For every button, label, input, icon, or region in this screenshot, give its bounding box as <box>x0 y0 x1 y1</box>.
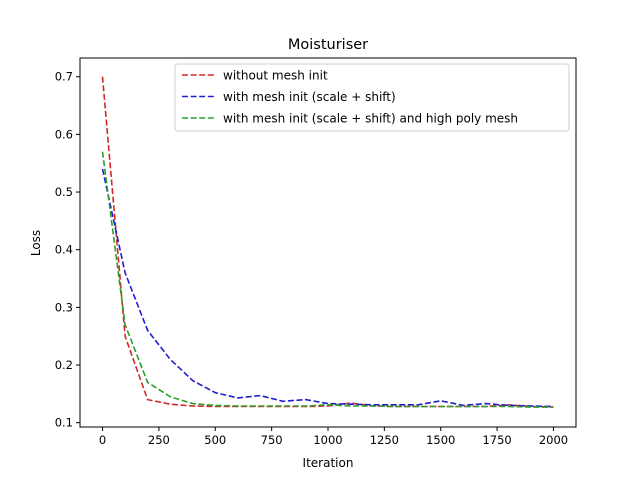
series-line-2 <box>101 168 554 408</box>
y-tick-label: 0.2 <box>55 358 73 372</box>
x-tick-label: 2000 <box>539 433 568 447</box>
series-line-3 <box>101 151 554 408</box>
x-tick-label: 250 <box>148 433 170 447</box>
x-tick-label: 0 <box>99 433 106 447</box>
x-tick-label: 750 <box>261 433 283 447</box>
y-tick-label: 0.6 <box>55 127 73 141</box>
y-tick-label: 0.5 <box>55 185 73 199</box>
x-tick-label: 1750 <box>482 433 511 447</box>
legend-label-1: without mesh init <box>223 69 328 83</box>
y-axis-label: Loss <box>29 230 43 256</box>
y-tick-label: 0.7 <box>55 70 73 84</box>
x-axis-ticks: 0 250 500 750 1000 1250 1500 1750 2000 <box>99 427 568 447</box>
legend-label-2: with mesh init (scale + shift) <box>223 90 396 104</box>
y-tick-label: 0.4 <box>55 243 73 257</box>
legend-box <box>174 63 570 132</box>
x-tick-label: 1250 <box>370 433 399 447</box>
x-axis-label: Iteration <box>303 456 354 470</box>
plot-lines <box>101 76 554 408</box>
x-tick-label: 500 <box>204 433 226 447</box>
y-tick-label: 0.1 <box>55 416 73 430</box>
legend-label-3: with mesh init (scale + shift) and high … <box>223 112 518 126</box>
legend-entries: without mesh init with mesh init (scale +… <box>182 69 518 126</box>
y-axis-ticks: 0.1 0.2 0.3 0.4 0.5 0.6 0.7 <box>55 70 80 430</box>
chart-title: Moisturiser <box>288 37 368 53</box>
x-tick-label: 1000 <box>313 433 342 447</box>
y-tick-label: 0.3 <box>55 300 73 314</box>
x-tick-label: 1500 <box>426 433 455 447</box>
legend: without mesh init with mesh init (scale +… <box>174 63 570 132</box>
